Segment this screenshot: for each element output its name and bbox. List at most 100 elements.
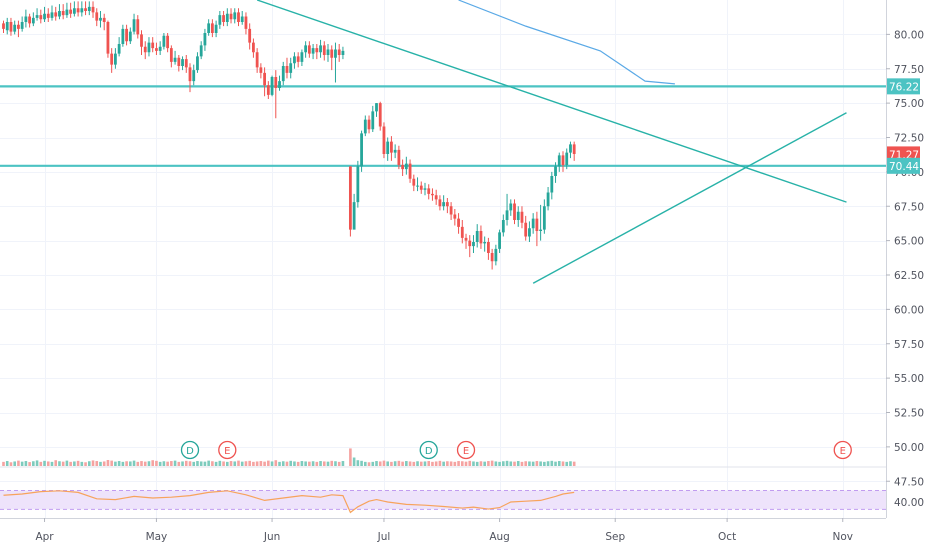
candle-body xyxy=(110,53,114,65)
volume-bar xyxy=(158,461,162,466)
price-tick-label: 62.50 xyxy=(894,270,924,282)
candle-body xyxy=(259,67,263,73)
volume-bar xyxy=(524,461,527,466)
price-tick-label: 55.00 xyxy=(894,373,924,385)
candle-body xyxy=(166,35,170,49)
candle-body xyxy=(501,220,505,233)
volume-bar xyxy=(199,461,203,466)
volume-bar xyxy=(337,461,341,466)
candle-body xyxy=(296,56,300,62)
candle-body xyxy=(218,15,222,25)
volume-bar xyxy=(252,461,255,466)
volume-bar xyxy=(401,461,404,466)
candle-body xyxy=(341,50,345,55)
trendline xyxy=(256,0,847,203)
volume-bar xyxy=(341,461,345,466)
volume-bar xyxy=(192,461,196,466)
volume-bar xyxy=(177,461,181,466)
volume-bar xyxy=(520,461,524,466)
candle-body xyxy=(28,16,32,24)
candle-body xyxy=(278,81,281,88)
volume-bar xyxy=(513,461,516,466)
candle-body xyxy=(5,22,9,31)
volume-bar xyxy=(5,461,9,466)
candle-body xyxy=(311,48,315,54)
volume-bar xyxy=(397,460,401,466)
price-tick-label: 65.00 xyxy=(894,236,924,248)
candle-body xyxy=(13,24,17,32)
candle-body xyxy=(158,46,162,51)
candle-body xyxy=(102,17,106,22)
rsi-pane xyxy=(0,466,932,514)
candle-body xyxy=(192,70,196,82)
candle-body xyxy=(121,28,125,44)
volume-bar xyxy=(550,460,554,466)
candle-body xyxy=(352,202,356,230)
volume-bar xyxy=(24,461,28,466)
volume-bar xyxy=(170,461,173,466)
volume-bar xyxy=(390,461,393,466)
candle-body xyxy=(162,35,166,47)
volume-bar xyxy=(95,461,99,466)
candle-body xyxy=(539,229,543,231)
volume-bar xyxy=(50,461,54,466)
candle-body xyxy=(334,49,337,58)
volume-bar xyxy=(2,461,5,466)
candle-body xyxy=(281,66,285,82)
candle-body xyxy=(155,48,158,51)
candle-body xyxy=(304,45,308,53)
volume-bar xyxy=(375,461,378,466)
candle-body xyxy=(300,52,304,62)
volume-bar xyxy=(121,461,125,466)
volume-bar xyxy=(378,461,382,466)
candle-body xyxy=(505,210,509,220)
candle-body xyxy=(561,155,565,165)
candle-body xyxy=(442,202,446,207)
volume-bar xyxy=(498,461,501,466)
volume-bar xyxy=(91,460,95,466)
time-tick-label: Apr xyxy=(35,531,54,543)
volume-bar xyxy=(487,461,490,466)
volume-bar xyxy=(457,461,460,466)
volume-bar xyxy=(356,460,360,466)
volume-bar xyxy=(248,460,251,466)
volume-bar xyxy=(226,461,229,466)
volume-bar xyxy=(244,461,248,466)
volume-bar xyxy=(349,448,352,466)
time-tick-label: May xyxy=(146,531,168,543)
price-badge-label: 70.44 xyxy=(889,161,919,173)
time-tick-label: Jun xyxy=(263,531,280,543)
price-tick-label: 50.00 xyxy=(894,442,924,454)
candle-body xyxy=(54,12,58,17)
time-tick-label: Sep xyxy=(605,531,625,543)
candle-body xyxy=(550,176,554,193)
volume-bar xyxy=(535,461,539,466)
volume-bar xyxy=(565,461,569,466)
volume-bar xyxy=(267,460,270,466)
volume-bar xyxy=(140,461,143,466)
volume-bar xyxy=(106,460,110,466)
candle-body xyxy=(460,226,464,238)
volume-bar xyxy=(360,460,363,466)
candle-body xyxy=(490,253,494,262)
candle-body xyxy=(99,17,102,21)
candle-body xyxy=(270,77,274,95)
volume-bar xyxy=(263,461,266,466)
volume-bar xyxy=(218,460,222,466)
candle-body xyxy=(475,231,479,242)
candle-body xyxy=(2,23,5,29)
candle-body xyxy=(375,103,378,112)
volume-bar xyxy=(207,460,210,466)
volume-bar xyxy=(300,461,304,466)
volume-bar xyxy=(502,461,505,466)
volume-bar xyxy=(87,461,91,466)
event-label: E xyxy=(463,446,469,457)
volume-bar xyxy=(61,461,65,466)
volume-bar xyxy=(315,461,319,466)
volume-bar xyxy=(20,461,24,466)
candle-body xyxy=(114,53,117,65)
volume-bar xyxy=(296,461,300,466)
volume-bar xyxy=(46,461,50,466)
